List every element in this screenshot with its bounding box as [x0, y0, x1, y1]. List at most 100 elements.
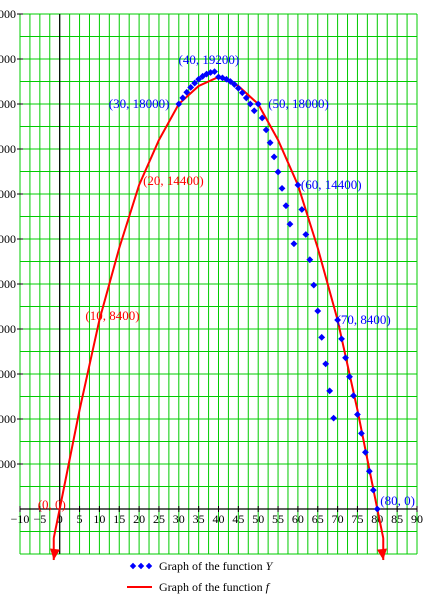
y-tick-label: 22000 — [0, 7, 16, 21]
series-y-marker — [254, 100, 262, 108]
series-y-marker — [322, 360, 330, 368]
series-y-marker — [298, 206, 306, 213]
series-y-marker — [187, 83, 195, 91]
series-y-marker — [234, 84, 242, 92]
legend-marker-diamond — [145, 562, 153, 570]
annotation-label: (20, 14400) — [143, 173, 204, 188]
series-y-marker — [199, 72, 207, 80]
x-tick-label: 15 — [113, 512, 125, 526]
series-y-marker — [310, 281, 318, 289]
annotation-label: (40, 19200) — [179, 52, 240, 67]
arrow-left-end — [50, 548, 60, 561]
annotations: (0, 0) (10, 8400) (20, 14400) (30, 18000) (4… — [38, 52, 415, 512]
x-tick-label: −5 — [33, 512, 46, 526]
y-tick-label: 16000 — [0, 142, 16, 156]
y-tick-label: 12000 — [0, 232, 16, 246]
y-tick-label: 4000 — [0, 412, 16, 426]
legend-label: Graph of the function Y — [159, 559, 274, 573]
legend-variable: f — [266, 580, 271, 594]
annotation-label: (0, 0) — [38, 497, 66, 512]
x-tick-label: 20 — [133, 512, 145, 526]
series-y-marker — [179, 94, 187, 102]
series-y-marker — [227, 78, 234, 85]
x-tick-label: 90 — [411, 512, 423, 526]
series-y-marker — [282, 202, 290, 210]
series-y-marker — [350, 392, 357, 399]
series-y-marker — [358, 430, 365, 437]
x-tick-label: −10 — [11, 512, 30, 526]
series-y-marker — [373, 505, 381, 513]
y-tick-label: 18000 — [0, 97, 16, 111]
series-y-marker — [346, 373, 353, 381]
grid — [19, 13, 418, 555]
annotation-label: (70, 8400) — [337, 312, 391, 327]
series-y-marker — [175, 100, 183, 108]
x-tick-label: 40 — [213, 512, 225, 526]
x-tick-label: 10 — [93, 512, 105, 526]
series-y-marker — [365, 467, 373, 475]
annotation-label: (10, 8400) — [85, 308, 139, 323]
x-tick-label: 75 — [351, 512, 363, 526]
series-y-marker — [326, 387, 334, 395]
x-tick-label: 30 — [173, 512, 185, 526]
series-y-marker — [334, 316, 341, 324]
legend-label: Graph of the function f — [159, 580, 271, 594]
series-y-marker — [274, 168, 282, 176]
legend-marker-diamond — [129, 562, 137, 570]
series-y-marker — [342, 354, 349, 362]
y-tick-label: 20000 — [0, 52, 16, 66]
series-y-marker — [278, 184, 286, 192]
series-y-marker — [330, 414, 338, 422]
series-y-marker — [258, 114, 266, 122]
series-y-marker — [246, 100, 254, 108]
series-y-marker — [369, 486, 377, 494]
x-tick-label: 35 — [193, 512, 205, 526]
x-tick-label: 0 — [57, 512, 63, 526]
series-y-marker — [361, 448, 369, 456]
series-y-marker — [302, 231, 310, 238]
tick-labels: 2000 4000 6000 8000 10000 12000 14000 16000 1800… — [0, 7, 423, 526]
series-y-marker — [183, 88, 191, 96]
series-y-marker — [250, 107, 258, 115]
series-y-marker — [242, 94, 250, 102]
series-y-marker — [306, 256, 314, 264]
series-y-marker — [219, 74, 226, 82]
x-tick-label: 80 — [371, 512, 383, 526]
series-y-marker — [290, 240, 298, 248]
series-y-marker — [203, 70, 210, 78]
series-y-marker — [191, 79, 199, 87]
series-y-marker — [286, 220, 294, 228]
series-y-marker — [354, 411, 361, 418]
series-y-marker — [266, 139, 274, 147]
x-tick-label: 50 — [252, 512, 264, 526]
x-tick-label: 25 — [153, 512, 165, 526]
legend-marker-diamond — [137, 562, 145, 570]
legend: Graph of the function Y Graph of the func… — [127, 559, 274, 594]
x-tick-label: 60 — [292, 512, 304, 526]
series-y-marker — [230, 81, 238, 88]
annotation-label: (30, 18000) — [109, 96, 170, 111]
series-y-marker — [262, 126, 270, 134]
x-tick-label: 5 — [77, 512, 83, 526]
legend-variable: Y — [266, 559, 274, 573]
series-y-marker — [207, 69, 214, 76]
y-tick-label: 2000 — [0, 457, 16, 471]
y-tick-label: 6000 — [0, 367, 16, 381]
series-y-marker — [211, 68, 218, 75]
x-tick-label: 55 — [272, 512, 284, 526]
series-y-marker — [338, 335, 345, 343]
y-tick-label: 8000 — [0, 322, 16, 336]
series-layer — [50, 68, 387, 561]
series-y-marker — [238, 89, 246, 97]
annotation-label: (80, 0) — [380, 493, 415, 508]
annotation-label: (60, 14400) — [301, 177, 362, 192]
y-tick-label: 10000 — [0, 277, 16, 291]
x-tick-label: 65 — [312, 512, 324, 526]
series-y-marker — [195, 75, 203, 83]
annotation-label: (50, 18000) — [268, 96, 329, 111]
series-y-marker — [314, 307, 322, 315]
x-tick-label: 70 — [332, 512, 344, 526]
x-tick-label: 85 — [391, 512, 403, 526]
series-y-marker — [294, 181, 302, 189]
